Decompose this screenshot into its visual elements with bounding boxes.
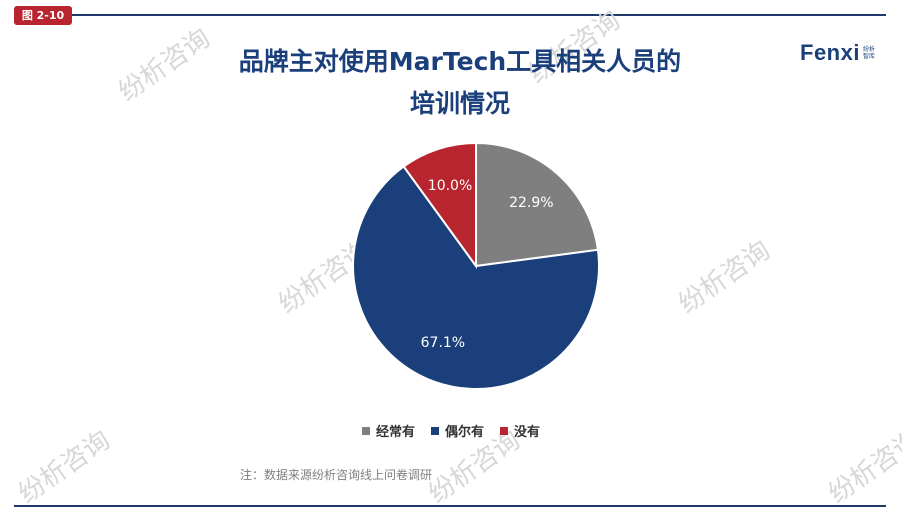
pie-slice — [475, 141, 600, 268]
logo-wordmark: Fenxi — [800, 40, 860, 65]
chart-legend: 经常有 偶尔有 没有 — [0, 421, 902, 440]
logo-subtext-top: 纷析 — [862, 46, 875, 53]
logo-subtext: 纷析 智库 — [863, 46, 875, 60]
legend-label: 偶尔有 — [444, 425, 484, 440]
pie-slice — [402, 141, 477, 270]
legend-item: 没有 — [500, 421, 540, 440]
source-note: 注：数据来源纷析咨询线上问卷调研 — [240, 468, 433, 482]
slice-data-label: 67.1% — [421, 335, 465, 351]
legend-swatch — [430, 426, 439, 435]
slice-data-label: 10.0% — [428, 178, 472, 194]
logo-subtext-bottom: 智库 — [862, 53, 875, 60]
legend-label: 经常有 — [375, 425, 415, 440]
legend-swatch — [361, 426, 370, 435]
slice-data-label: 22.9% — [509, 195, 553, 211]
legend-label: 没有 — [514, 425, 541, 440]
chart-title-line2: 培训情况 — [409, 89, 510, 118]
pie-slice — [352, 165, 600, 390]
legend-swatch — [500, 426, 508, 435]
legend-item: 经常有 — [361, 421, 415, 440]
figure-badge: 图 2-10 — [14, 6, 72, 25]
top-rule — [14, 14, 886, 16]
legend-item: 偶尔有 — [430, 421, 484, 440]
chart-title-line1: 品牌主对使用MarTech工具相关人员的 — [238, 47, 682, 76]
brand-logo: Fenxi 纷析 智库 — [800, 40, 875, 66]
bottom-rule — [14, 505, 886, 507]
